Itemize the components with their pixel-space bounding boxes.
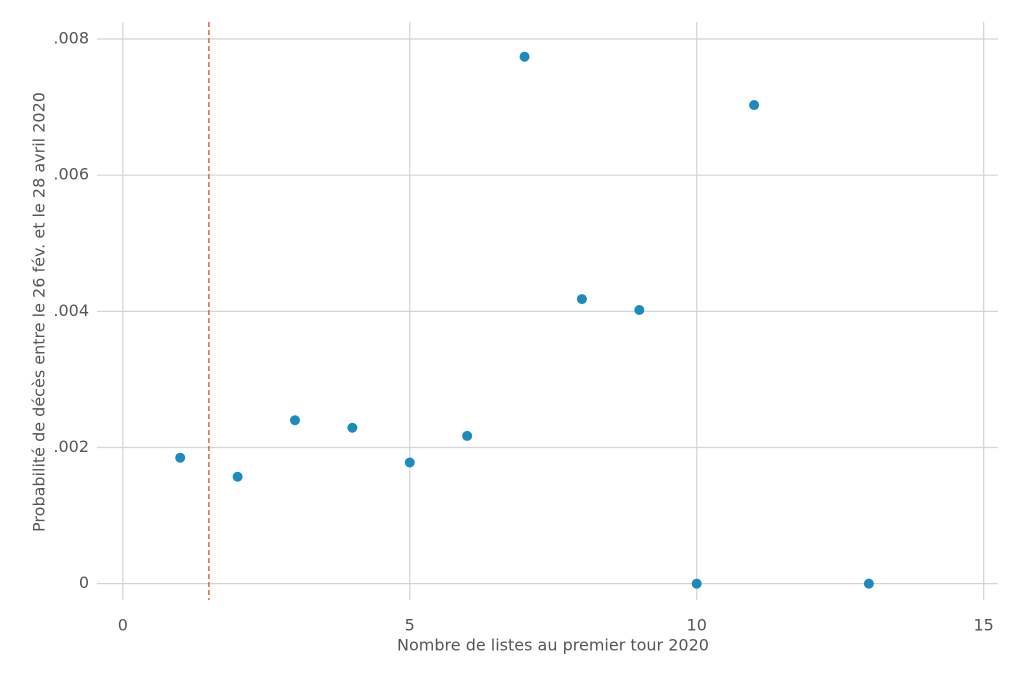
y-tick-label: .006: [53, 165, 89, 184]
x-tick-label: 15: [973, 616, 993, 635]
point: [691, 578, 702, 589]
x-axis-label: Nombre de listes au premier tour 2020: [397, 636, 709, 655]
point: [462, 430, 473, 441]
x-tick-label: 0: [118, 616, 128, 635]
y-tick-label: .004: [53, 301, 89, 320]
point: [175, 452, 186, 463]
point: [749, 100, 760, 111]
y-axis-label: Probabilité de décès entre le 26 fév. et…: [30, 92, 49, 532]
point: [634, 304, 645, 315]
point: [576, 294, 587, 305]
point: [232, 471, 243, 482]
point: [289, 415, 300, 426]
x-tick-label: 5: [405, 616, 415, 635]
point: [863, 578, 874, 589]
x-tick-label: 10: [687, 616, 707, 635]
point: [347, 422, 358, 433]
point: [404, 457, 415, 468]
point: [519, 51, 530, 62]
y-tick-label: 0: [79, 573, 89, 592]
y-tick-label: .008: [53, 29, 89, 48]
y-tick-label: .002: [53, 437, 89, 456]
